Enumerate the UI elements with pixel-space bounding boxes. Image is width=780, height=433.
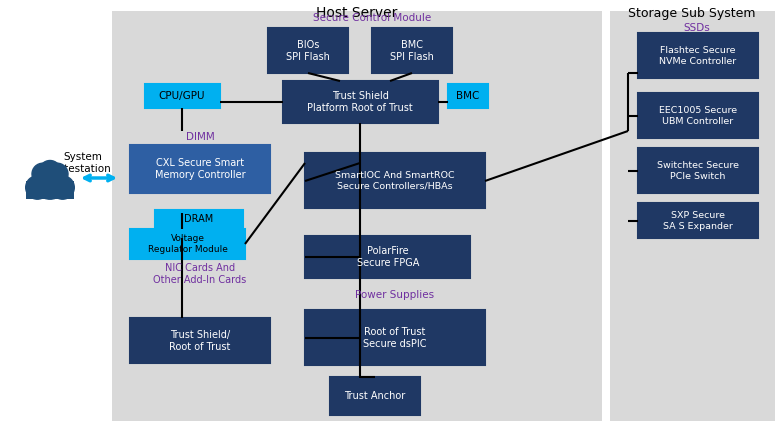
FancyBboxPatch shape [130, 318, 270, 363]
FancyBboxPatch shape [145, 84, 220, 108]
FancyBboxPatch shape [330, 377, 420, 415]
Text: Secure Control Module: Secure Control Module [313, 13, 431, 23]
FancyBboxPatch shape [638, 148, 758, 193]
Text: BMC
SPI Flash: BMC SPI Flash [390, 40, 434, 62]
Text: Root of Trust
Secure dsPIC: Root of Trust Secure dsPIC [363, 327, 427, 349]
FancyBboxPatch shape [305, 153, 485, 208]
Text: System
Attestation: System Attestation [54, 152, 112, 174]
Text: DRAM: DRAM [184, 214, 214, 224]
FancyBboxPatch shape [305, 236, 470, 278]
Text: BMC: BMC [456, 91, 480, 101]
Text: Trust Anchor: Trust Anchor [345, 391, 406, 401]
FancyBboxPatch shape [130, 229, 245, 259]
Text: Trust Shield/
Root of Trust: Trust Shield/ Root of Trust [169, 330, 231, 352]
Text: SXP Secure
SA S Expander: SXP Secure SA S Expander [663, 211, 733, 231]
Text: Switchtec Secure
PCIe Switch: Switchtec Secure PCIe Switch [657, 162, 739, 181]
Text: Host Server: Host Server [317, 6, 398, 20]
FancyBboxPatch shape [268, 28, 348, 73]
Text: CXL Secure Smart
Memory Controller: CXL Secure Smart Memory Controller [154, 158, 246, 180]
Text: SmartIOC And SmartROC
Secure Controllers/HBAs: SmartIOC And SmartROC Secure Controllers… [335, 171, 455, 191]
Text: BIOs
SPI Flash: BIOs SPI Flash [286, 40, 330, 62]
Bar [628, 23, 766, 248]
FancyBboxPatch shape [155, 210, 243, 228]
Circle shape [26, 176, 49, 199]
Text: Flashtec Secure
NVMe Controller: Flashtec Secure NVMe Controller [659, 46, 736, 66]
FancyBboxPatch shape [283, 81, 438, 123]
FancyBboxPatch shape [638, 93, 758, 138]
Circle shape [34, 167, 66, 199]
FancyBboxPatch shape [638, 203, 758, 238]
Text: PolarFire
Secure FPGA: PolarFire Secure FPGA [356, 246, 419, 268]
Text: Storage Sub System: Storage Sub System [628, 6, 756, 19]
Text: Trust Shield
Platform Root of Trust: Trust Shield Platform Root of Trust [307, 91, 413, 113]
FancyBboxPatch shape [305, 310, 485, 365]
Bar [26, 181, 74, 199]
Text: CPU/GPU: CPU/GPU [159, 91, 205, 101]
Circle shape [46, 163, 68, 185]
FancyBboxPatch shape [610, 11, 775, 421]
FancyBboxPatch shape [372, 28, 452, 73]
Text: DIMM: DIMM [186, 132, 214, 142]
Circle shape [32, 163, 54, 185]
Bar [120, 131, 280, 238]
Text: Power Supplies: Power Supplies [356, 290, 434, 300]
Text: EEC1005 Secure
UBM Controller: EEC1005 Secure UBM Controller [659, 106, 737, 126]
FancyBboxPatch shape [448, 84, 488, 108]
Text: Voltage
Regulator Module: Voltage Regulator Module [148, 234, 228, 254]
Bar [120, 268, 280, 373]
Circle shape [51, 176, 74, 199]
FancyBboxPatch shape [112, 11, 602, 421]
Circle shape [39, 161, 61, 182]
Text: SSDs: SSDs [683, 23, 711, 33]
FancyBboxPatch shape [638, 33, 758, 78]
FancyBboxPatch shape [130, 145, 270, 193]
Text: NIC Cards And
Other Add-In Cards: NIC Cards And Other Add-In Cards [154, 263, 246, 285]
Bar [295, 288, 495, 375]
Bar [295, 138, 495, 218]
Bar [255, 13, 490, 123]
